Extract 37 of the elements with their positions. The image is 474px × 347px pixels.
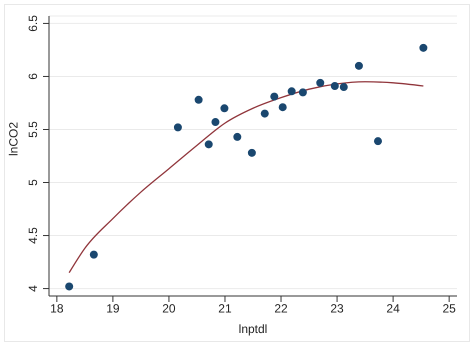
y-axis-title: lnCO2 bbox=[6, 122, 20, 156]
point bbox=[211, 118, 220, 126]
point bbox=[270, 92, 278, 101]
x-tick-label: 24 bbox=[386, 302, 400, 316]
point bbox=[233, 132, 242, 141]
point bbox=[374, 137, 382, 146]
x-tick-label: 20 bbox=[162, 302, 176, 316]
y-tick-label: 5.5 bbox=[26, 120, 40, 138]
y-tick-label: 5 bbox=[26, 178, 40, 186]
point bbox=[90, 250, 98, 259]
point bbox=[288, 87, 296, 96]
point bbox=[204, 140, 213, 148]
x-tick-label: 22 bbox=[274, 302, 288, 316]
point bbox=[419, 44, 428, 52]
y-tick-label: 4 bbox=[26, 284, 40, 292]
point bbox=[278, 103, 287, 112]
line-series bbox=[68, 81, 424, 274]
y-tick-label: 6 bbox=[26, 72, 40, 80]
point bbox=[340, 83, 348, 92]
point bbox=[194, 96, 203, 104]
x-tick-label: 18 bbox=[50, 302, 64, 316]
x-tick-label: 23 bbox=[330, 302, 344, 316]
x-axis-title: lnptdl bbox=[238, 322, 268, 336]
point bbox=[354, 62, 363, 70]
point bbox=[248, 148, 256, 157]
point bbox=[316, 78, 324, 87]
y-tick-label: 4.5 bbox=[26, 226, 40, 244]
point bbox=[260, 110, 269, 118]
point bbox=[298, 88, 307, 96]
point bbox=[220, 104, 228, 112]
point bbox=[330, 82, 339, 90]
point bbox=[174, 123, 182, 132]
y-tick-label: 6.5 bbox=[26, 14, 40, 32]
x-tick-label: 19 bbox=[106, 302, 120, 316]
x-tick-label: 25 bbox=[442, 302, 456, 316]
x-tick-label: 21 bbox=[218, 302, 232, 316]
point bbox=[65, 282, 74, 290]
